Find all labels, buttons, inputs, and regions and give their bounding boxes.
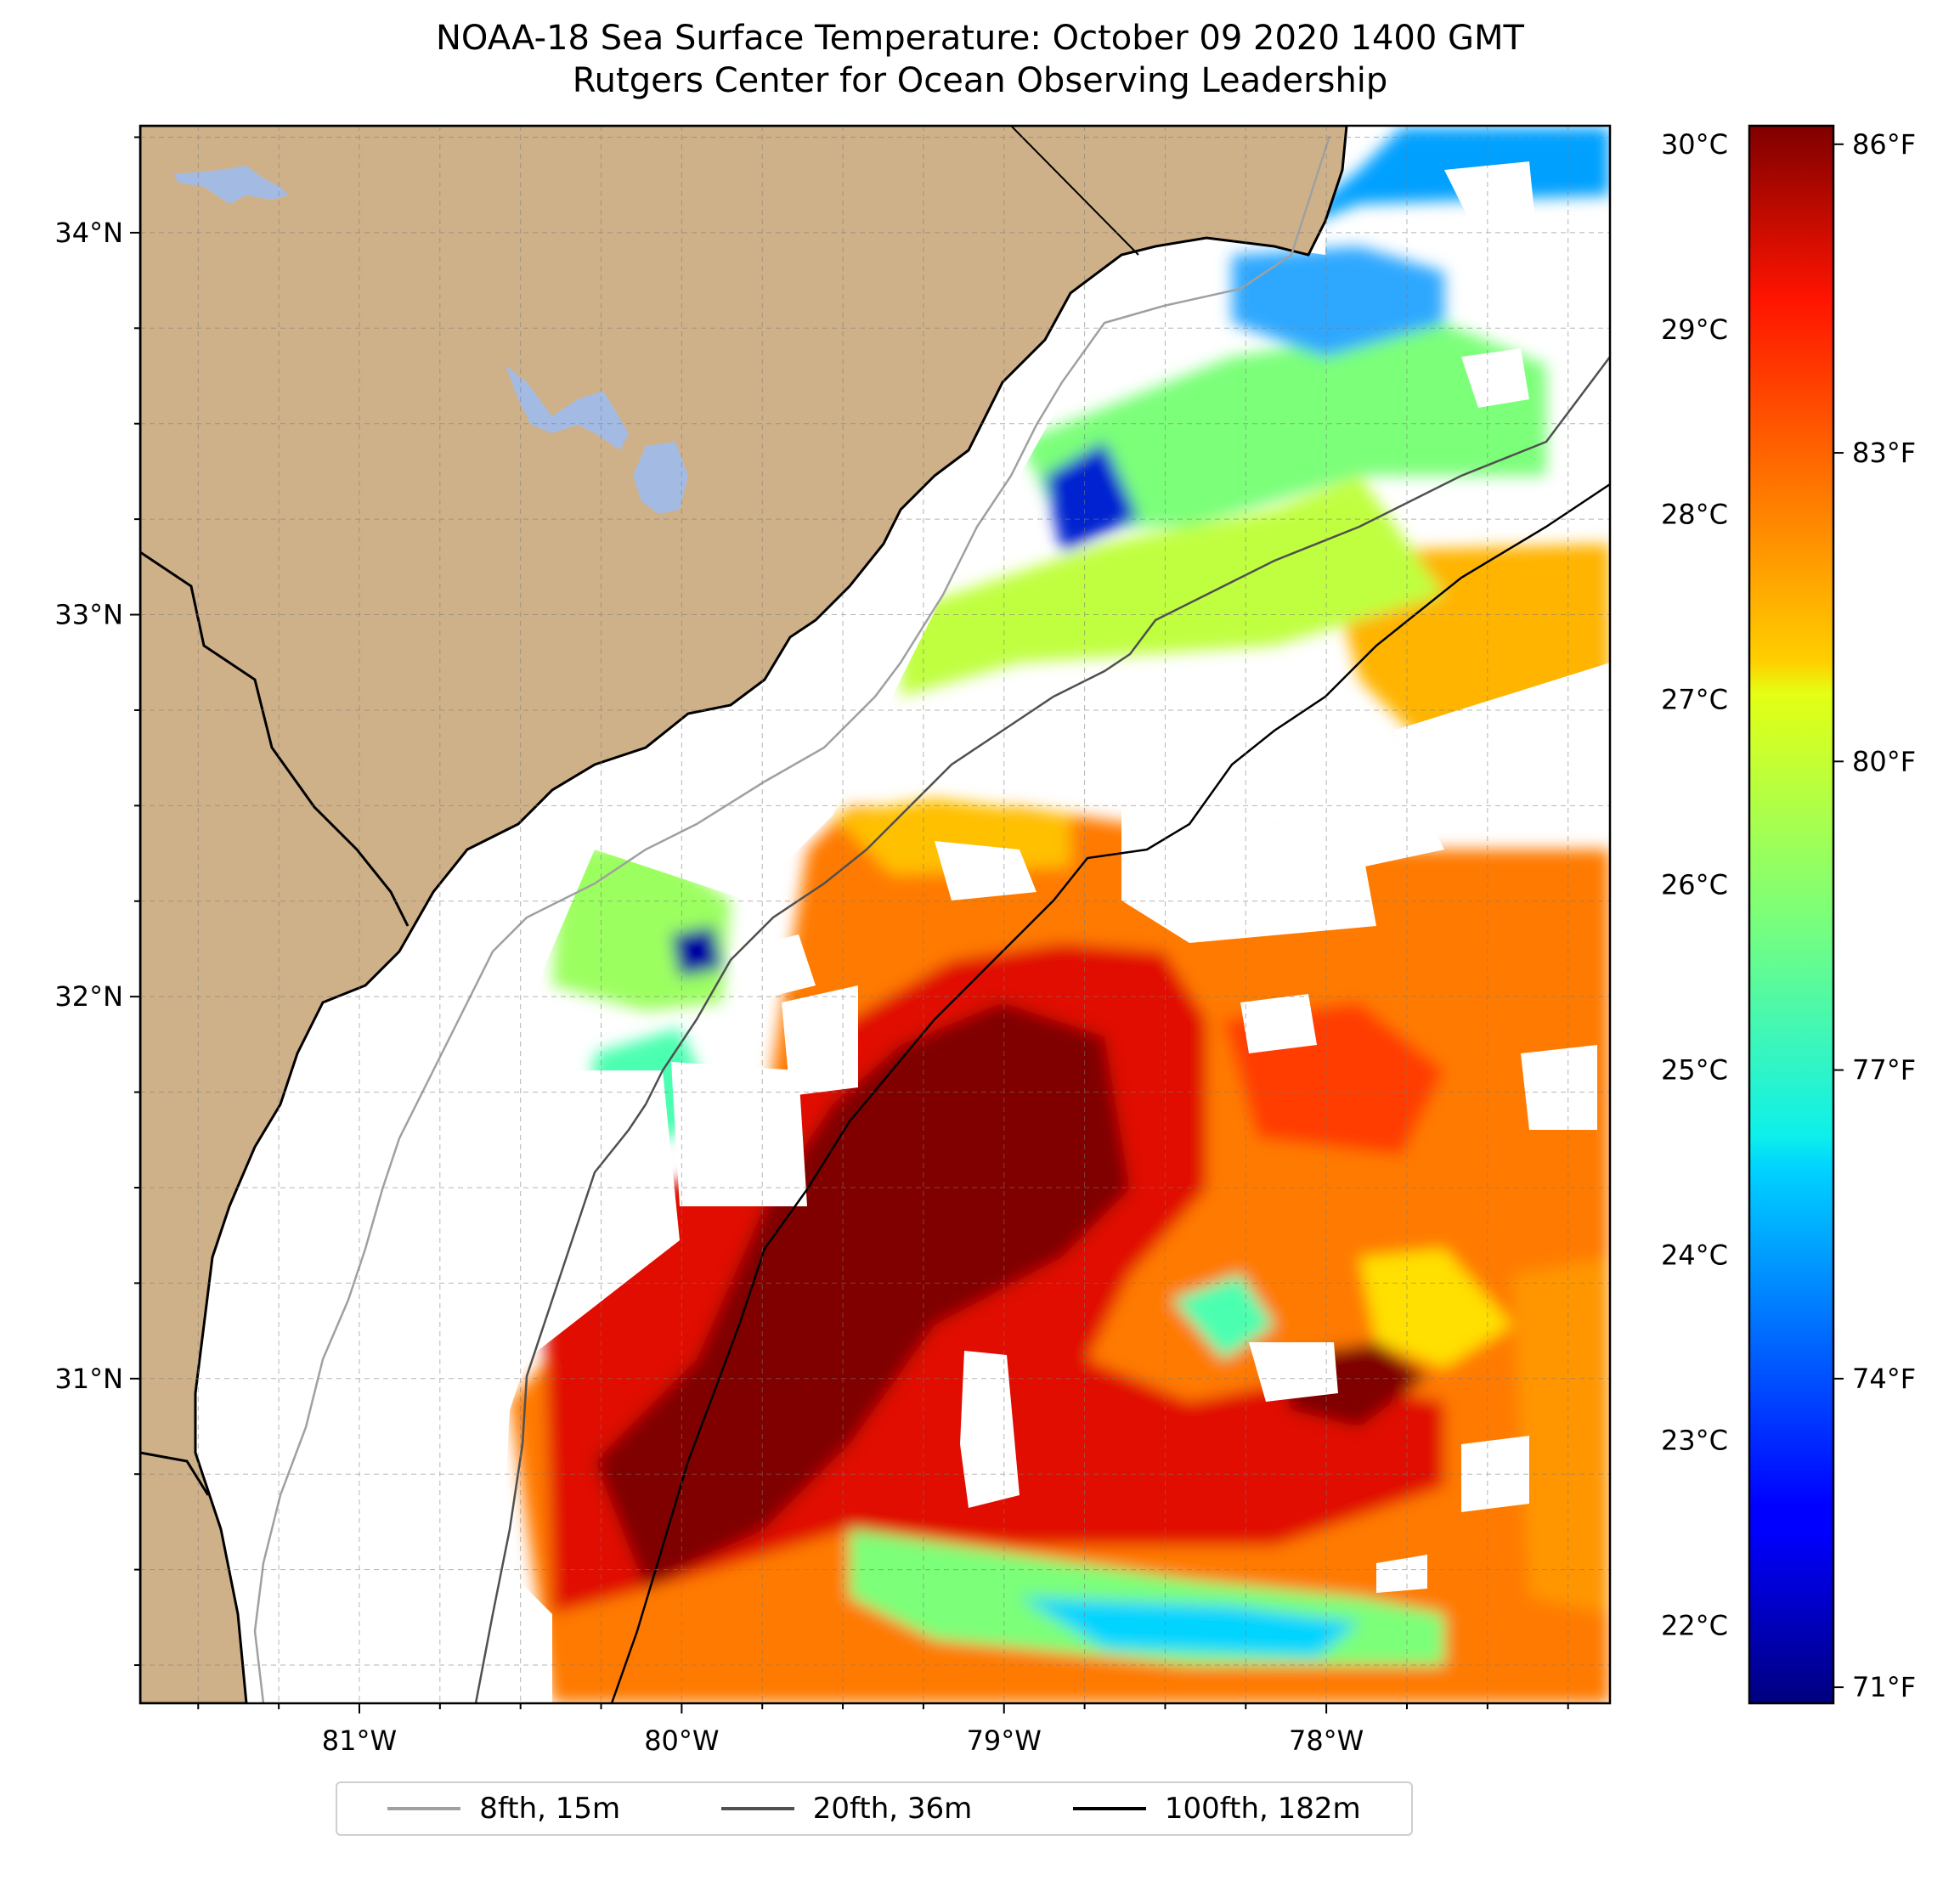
lat-label: 33°N bbox=[54, 599, 123, 631]
lat-label: 31°N bbox=[54, 1363, 123, 1395]
lon-label: 79°W bbox=[967, 1725, 1042, 1757]
celsius-tick-label: 29°C bbox=[1661, 313, 1728, 346]
isobath-100fth-182m bbox=[610, 483, 1610, 1703]
state-border-south bbox=[140, 1451, 210, 1496]
celsius-tick-label: 22°C bbox=[1661, 1609, 1728, 1641]
isobath-legend: 8fth, 15m 20fth, 36m 100fth, 182m bbox=[336, 1781, 1413, 1836]
legend-swatch-20fth bbox=[720, 1807, 794, 1810]
sst-field bbox=[510, 127, 1610, 1703]
fahrenheit-tick-label: 77°F bbox=[1852, 1054, 1916, 1087]
lake-moultrie bbox=[633, 442, 688, 514]
chart-title: NOAA-18 Sea Surface Temperature: October… bbox=[0, 17, 1960, 102]
lat-label: 34°N bbox=[54, 217, 123, 249]
lon-label: 81°W bbox=[322, 1725, 397, 1757]
celsius-tick-label: 27°C bbox=[1661, 684, 1728, 716]
lake-1 bbox=[174, 166, 289, 204]
lon-label: 80°W bbox=[644, 1725, 719, 1757]
fahrenheit-tick-label: 71°F bbox=[1852, 1671, 1916, 1703]
legend-swatch-8fth bbox=[387, 1807, 461, 1810]
isobath-8fth-15m bbox=[253, 135, 1331, 1703]
colorbar-ticks: 30°C 29°C 28°C 27°C 26°C 25°C 24°C 23°C 22°C 86°F… bbox=[1661, 128, 1916, 1703]
lon-label: 78°W bbox=[1289, 1725, 1364, 1757]
lake-marion bbox=[506, 365, 629, 450]
celsius-tick-label: 28°C bbox=[1661, 499, 1728, 531]
fahrenheit-tick-label: 80°F bbox=[1852, 745, 1916, 777]
title-line-1: NOAA-18 Sea Surface Temperature: October… bbox=[436, 19, 1524, 58]
legend-swatch-100fth bbox=[1072, 1807, 1146, 1810]
isobath-20fth-36m bbox=[474, 356, 1610, 1703]
title-line-2: Rutgers Center for Ocean Observing Leade… bbox=[572, 61, 1388, 100]
legend-label-20fth: 20fth, 36m bbox=[812, 1792, 973, 1826]
celsius-tick-label: 26°C bbox=[1661, 869, 1728, 901]
celsius-tick-label: 24°C bbox=[1661, 1239, 1728, 1272]
celsius-tick-label: 23°C bbox=[1661, 1425, 1728, 1457]
fahrenheit-tick-label: 74°F bbox=[1852, 1363, 1916, 1395]
legend-label-100fth: 100fth, 182m bbox=[1164, 1792, 1361, 1826]
celsius-tick-label: 25°C bbox=[1661, 1054, 1728, 1087]
legend-item-8fth: 8fth, 15m bbox=[387, 1792, 620, 1826]
fahrenheit-tick-label: 83°F bbox=[1852, 437, 1916, 469]
map-ticks: 81°W 80°W 79°W 78°W 34°N 33°N 32°N 31°N bbox=[54, 136, 1569, 1757]
map-frame bbox=[138, 124, 1612, 1705]
legend-item-100fth: 100fth, 182m bbox=[1072, 1792, 1361, 1826]
state-border-nc-sc bbox=[1010, 126, 1139, 256]
celsius-tick-label: 30°C bbox=[1661, 128, 1728, 161]
cloud-gaps bbox=[671, 161, 1610, 1593]
state-border bbox=[140, 550, 410, 927]
land bbox=[140, 126, 1348, 1703]
gridlines bbox=[140, 126, 1610, 1703]
colorbar bbox=[1748, 124, 1835, 1705]
map-area bbox=[140, 126, 1610, 1703]
lat-label: 32°N bbox=[54, 980, 123, 1013]
legend-label-8fth: 8fth, 15m bbox=[479, 1792, 621, 1826]
legend-item-20fth: 20fth, 36m bbox=[720, 1792, 973, 1826]
fahrenheit-tick-label: 86°F bbox=[1852, 128, 1916, 161]
